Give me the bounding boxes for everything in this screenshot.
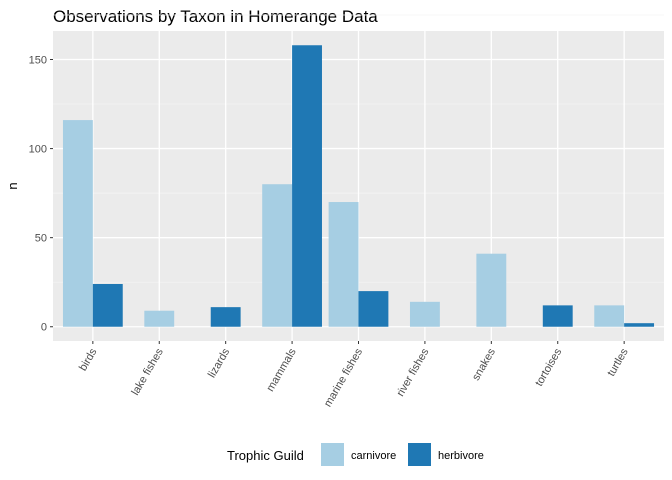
bar-herbivore-marine-fishes <box>358 291 389 327</box>
x-tick-label: snakes <box>470 346 498 383</box>
bar-carnivore-birds <box>62 120 93 327</box>
bar-herbivore-mammals <box>292 45 322 327</box>
bar-carnivore-snakes <box>476 253 507 327</box>
bar-herbivore-tortoises <box>542 305 573 327</box>
bar-carnivore-marine-fishes <box>328 202 359 327</box>
y-tick-label: 100 <box>29 144 47 156</box>
y-tick-label: 50 <box>35 233 47 245</box>
bar-carnivore-mammals <box>262 184 293 327</box>
y-tick-label: 150 <box>29 55 47 67</box>
y-tick-label: 0 <box>41 322 47 334</box>
y-axis: 0 50 100 150 <box>29 55 53 334</box>
x-axis: birds lake fishes lizards mammals marine fis… <box>77 341 631 409</box>
legend: Trophic Guild carnivore herbivore <box>227 443 484 466</box>
legend-key-carnivore <box>321 443 344 466</box>
bar-carnivore-river-fishes <box>409 301 440 327</box>
legend-label-herbivore: herbivore <box>438 450 484 462</box>
y-axis-title: n <box>5 182 20 189</box>
legend-label-carnivore: carnivore <box>351 450 396 462</box>
x-tick-label: birds <box>77 346 100 373</box>
bar-herbivore-lizards <box>210 307 241 327</box>
legend-title: Trophic Guild <box>227 448 304 463</box>
bar-carnivore-lake-fishes <box>144 310 175 327</box>
bar-carnivore-turtles <box>594 305 625 327</box>
bar-herbivore-turtles <box>624 323 655 327</box>
chart-title: Observations by Taxon in Homerange Data <box>53 7 378 26</box>
x-tick-label: marine fishes <box>322 346 365 409</box>
legend-key-herbivore <box>408 443 431 466</box>
x-tick-label: tortoises <box>533 346 564 388</box>
x-tick-label: mammals <box>264 346 298 394</box>
bar-herbivore-birds <box>92 283 123 327</box>
x-tick-label: turtles <box>605 346 631 378</box>
x-tick-label: lizards <box>206 346 233 380</box>
gridlines <box>53 14 664 341</box>
x-tick-label: river fishes <box>395 346 432 398</box>
x-tick-label: lake fishes <box>129 346 166 397</box>
bars <box>62 45 655 327</box>
